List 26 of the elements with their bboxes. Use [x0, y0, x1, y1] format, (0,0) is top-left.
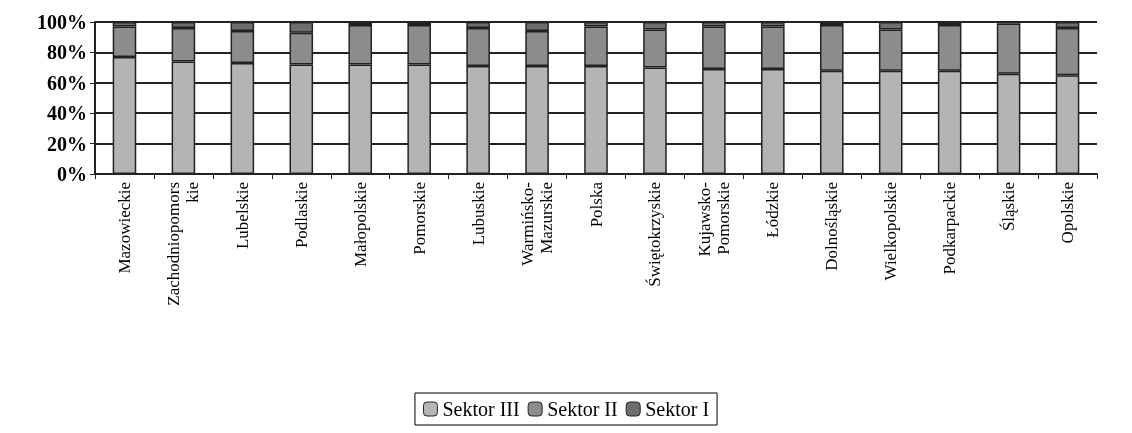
legend-label: Sektor I [645, 398, 710, 420]
y-tick-label: 60% [47, 71, 87, 94]
x-tick-label: Lubelskie [232, 182, 252, 250]
x-tick-label: Pomorskie [409, 182, 429, 255]
x-tick-label: Łódzkie [763, 182, 783, 238]
x-tick-label: Kujawsko-Pomorskie [694, 181, 733, 257]
x-tick-label: Zachodniopomorskie [164, 182, 203, 306]
x-tick-label: Wielkopolskie [881, 182, 901, 281]
y-tick-label: 40% [47, 102, 87, 125]
x-tick-label: Świętokrzyskie [645, 182, 665, 287]
x-tick-label: Opolskie [1058, 182, 1078, 244]
y-tick-label: 0% [57, 163, 87, 185]
x-tick-label: Podlaskie [291, 182, 311, 249]
x-tick-label: Mazowieckie [114, 182, 134, 274]
x-tick-label: Lubuskie [468, 182, 488, 246]
x-tick-label: Warmińsko-Mazurskie [518, 181, 557, 266]
y-tick-label: 80% [47, 41, 87, 64]
x-tick-label: Polska [586, 181, 606, 228]
x-tick-label: Śląskie [999, 182, 1019, 232]
x-tick-label: Małopolskie [350, 182, 370, 267]
x-tick-label: Dolnośląskie [822, 182, 842, 271]
y-tick-label: 20% [47, 132, 87, 155]
y-tick-label: 100% [37, 11, 87, 33]
x-tick-label: Podkarpackie [940, 182, 960, 275]
legend-label: Sektor II [547, 398, 618, 420]
legend-label: Sektor III [442, 398, 520, 420]
